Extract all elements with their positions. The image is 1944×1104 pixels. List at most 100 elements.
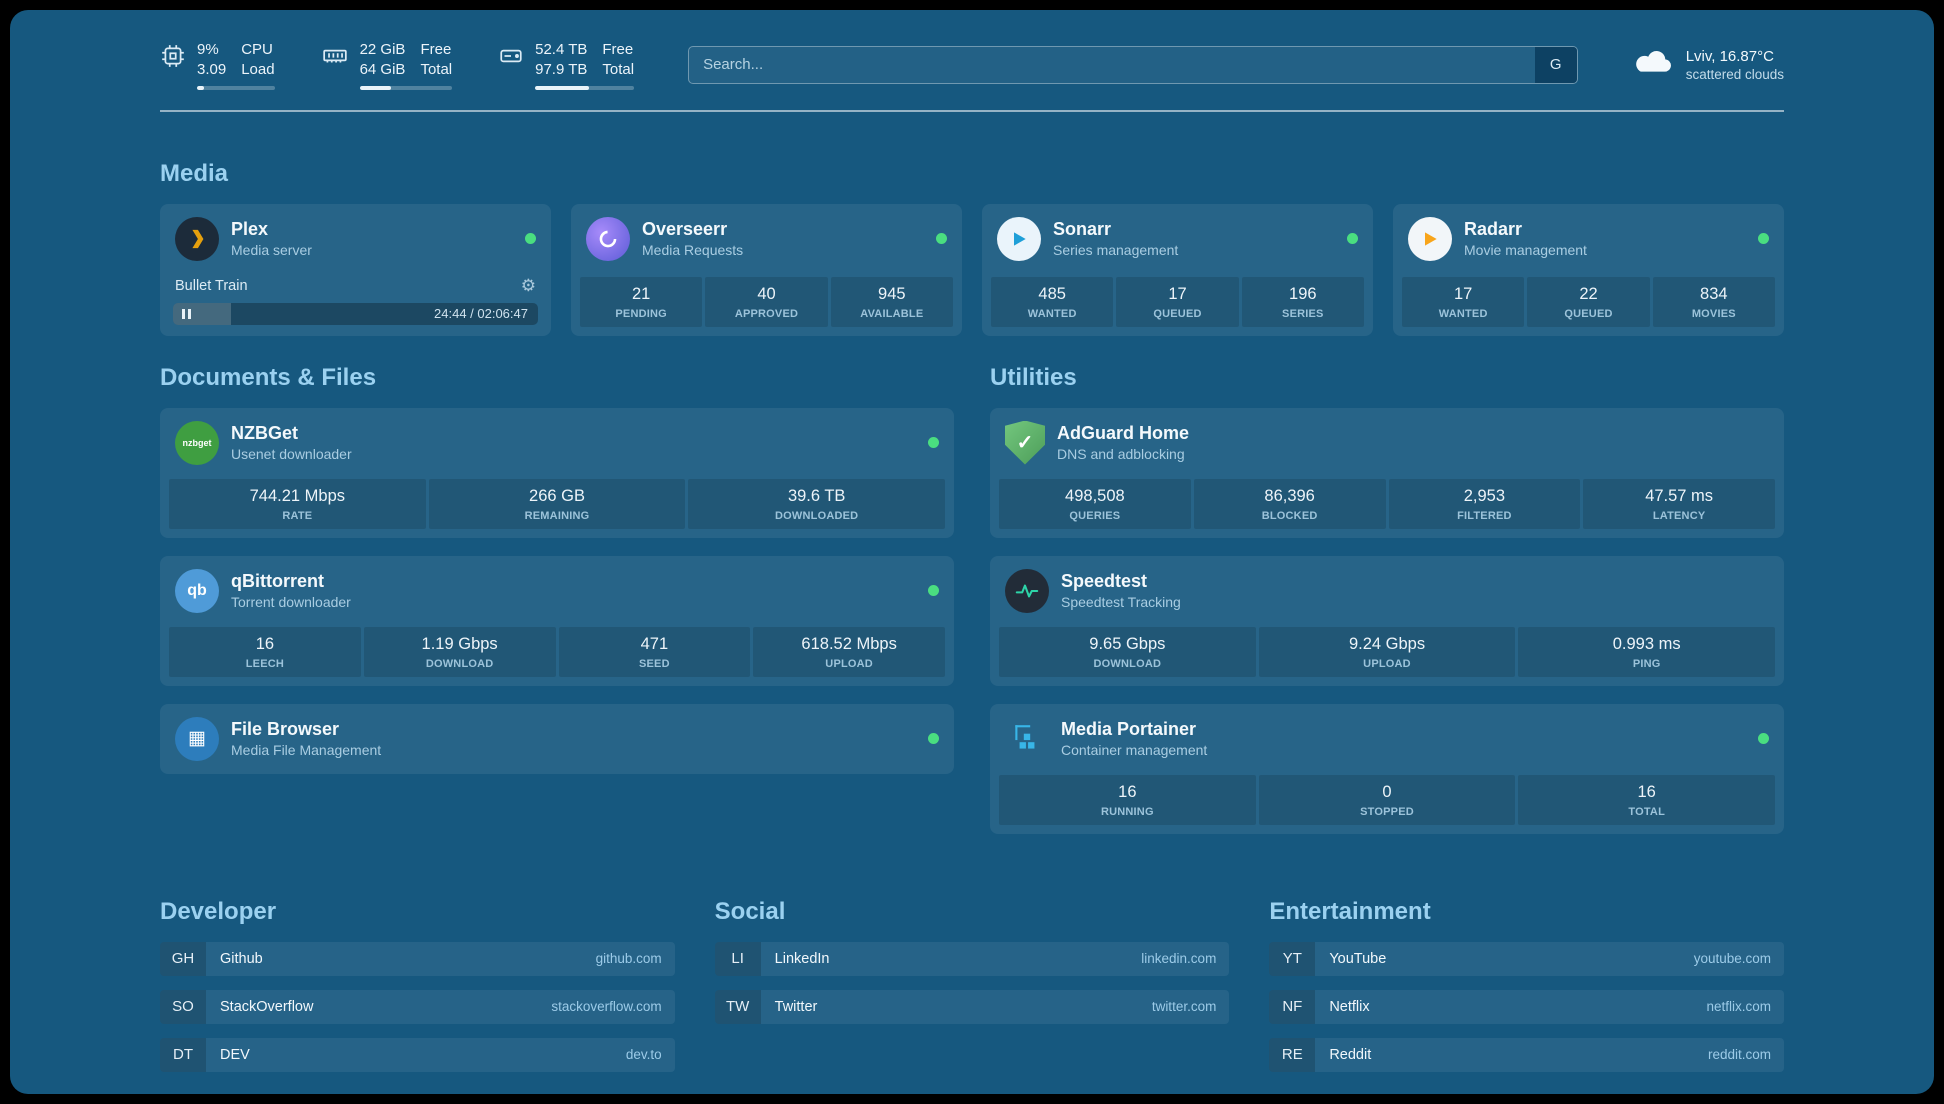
plex-icon (175, 216, 219, 261)
disk-free-value: 52.4 TB (535, 41, 588, 58)
service-name: Media Portainer (1061, 719, 1197, 739)
developer-group-title: Developer (160, 897, 277, 925)
stat-block: 39.6 TB DOWNLOADED (688, 478, 946, 529)
memory-resource-widget: 22 GiB 64 GiB Free Total (321, 40, 453, 90)
bookmark-stackoverflow[interactable]: SO StackOverflow stackoverflow.com (160, 989, 675, 1024)
stat-block: 0.993 ms PING (1518, 626, 1776, 677)
developer-bookmarks-group: Developer GH Github github.com SO StackO… (160, 898, 675, 1086)
service-card-adguard[interactable]: ✓ AdGuard Home DNS and adblocking 498,50… (990, 407, 1784, 538)
media-section: Media Plex Media server Bullet Train (160, 160, 1784, 336)
bookmark-reddit[interactable]: RE Reddit reddit.com (1269, 1037, 1784, 1072)
status-dot (1347, 233, 1358, 244)
service-card-filebrowser[interactable]: ▦ File Browser Media File Management (160, 703, 954, 774)
status-dot (936, 233, 947, 244)
disk-icon (498, 43, 524, 74)
stat-block: 40 APPROVED (705, 276, 828, 327)
disk-total-value: 97.9 TB (535, 61, 588, 79)
settings-gear-icon[interactable]: ⚙ (520, 275, 536, 295)
cpu-usage-label: CPU (241, 41, 273, 58)
stat-block: 2,953 FILTERED (1388, 478, 1581, 529)
search-input[interactable] (688, 45, 1578, 84)
social-group-title: Social (714, 897, 786, 925)
documents-section: Documents & Files nzbget NZBGet Usenet d… (160, 364, 954, 792)
social-bookmarks-group: Social LI LinkedIn linkedin.com TW Twitt… (714, 897, 1230, 1086)
portainer-icon (1005, 717, 1049, 761)
service-name: Speedtest (1061, 571, 1148, 591)
disk-free-label: Free (602, 41, 634, 58)
service-card-nzbget[interactable]: nzbget NZBGet Usenet downloader 744.21 M… (160, 407, 954, 538)
bookmark-name: Reddit (1329, 1046, 1372, 1063)
bookmark-youtube[interactable]: YT YouTube youtube.com (1269, 941, 1784, 976)
media-section-title: Media (160, 159, 229, 187)
entertainment-group-title: Entertainment (1269, 897, 1431, 925)
bookmark-name: Twitter (774, 998, 818, 1015)
service-card-speedtest[interactable]: Speedtest Speedtest Tracking 9.65 Gbps D… (990, 555, 1784, 686)
service-card-plex[interactable]: Plex Media server Bullet Train ⚙ 24:44 /… (160, 203, 551, 336)
service-card-qbittorrent[interactable]: qb qBittorrent Torrent downloader 16 LEE… (160, 555, 954, 686)
topbar-divider (160, 109, 1784, 112)
service-card-overseerr[interactable]: Overseerr Media Requests 21 PENDING 40 A… (571, 203, 962, 336)
service-name: Sonarr (1053, 219, 1112, 239)
nzbget-icon: nzbget (175, 420, 219, 465)
cpu-icon (160, 43, 186, 74)
status-dot (928, 437, 939, 448)
service-subtitle: Usenet downloader (231, 446, 352, 462)
bookmark-domain: linkedin.com (1141, 951, 1217, 966)
stat-block: 9.24 Gbps UPLOAD (1258, 626, 1516, 677)
service-subtitle: Media File Management (231, 742, 382, 758)
bookmark-dev[interactable]: DT DEV dev.to (160, 1037, 675, 1072)
playback-progress-bar[interactable]: 24:44 / 02:06:47 (173, 302, 538, 325)
cpu-resource-widget: 9% 3.09 CPU Load (160, 40, 275, 90)
memory-progress-fill (359, 85, 392, 90)
disk-progress-track (535, 85, 635, 90)
pause-icon[interactable] (182, 308, 191, 319)
memory-total-label: Total (420, 61, 453, 79)
speedtest-icon (1005, 568, 1049, 613)
bookmark-abbr: GH (160, 941, 206, 976)
stat-block: 22 QUEUED (1527, 276, 1650, 327)
disk-total-label: Total (602, 61, 635, 79)
stat-block: 1.19 Gbps DOWNLOAD (363, 626, 556, 677)
overseerr-icon (586, 216, 630, 261)
memory-free-label: Free (420, 41, 452, 58)
stat-block: 16 LEECH (169, 626, 361, 677)
bookmark-twitter[interactable]: TW Twitter twitter.com (714, 989, 1230, 1024)
status-dot (1758, 233, 1769, 244)
search-provider-button[interactable]: G (1534, 46, 1577, 83)
now-playing-widget: Bullet Train ⚙ 24:44 / 02:06:47 (169, 276, 542, 327)
bookmark-abbr: SO (160, 989, 206, 1024)
now-playing-title: Bullet Train (175, 277, 248, 294)
bookmark-abbr: TW (714, 989, 761, 1024)
service-subtitle: DNS and adblocking (1057, 446, 1185, 462)
bookmark-netflix[interactable]: NF Netflix netflix.com (1269, 989, 1784, 1024)
cpu-load-value: 3.09 (197, 61, 227, 79)
service-subtitle: Media server (231, 242, 312, 258)
cpu-load-label: Load (241, 61, 275, 79)
dashboard-page: 9% 3.09 CPU Load (10, 10, 1934, 1094)
bookmark-abbr: RE (1269, 1037, 1316, 1072)
bookmark-abbr: LI (714, 941, 761, 976)
status-dot (928, 733, 939, 744)
utilities-section: Utilities ✓ AdGuard Home DNS and adblock… (990, 364, 1784, 852)
bookmark-linkedin[interactable]: LI LinkedIn linkedin.com (714, 941, 1230, 976)
service-card-portainer[interactable]: Media Portainer Container management 16 … (990, 703, 1784, 834)
memory-free-value: 22 GiB (359, 41, 406, 58)
bookmark-name: LinkedIn (774, 950, 830, 967)
service-card-radarr[interactable]: Radarr Movie management 17 WANTED 22 QUE… (1393, 203, 1784, 336)
bookmark-name: DEV (220, 1046, 250, 1063)
adguard-shield-icon: ✓ (1005, 420, 1045, 465)
bookmark-github[interactable]: GH Github github.com (160, 941, 675, 976)
memory-total-value: 64 GiB (359, 61, 406, 79)
stat-block: 86,396 BLOCKED (1193, 478, 1386, 529)
top-bar: 9% 3.09 CPU Load (160, 40, 1784, 90)
bookmark-domain: dev.to (625, 1047, 662, 1062)
service-card-sonarr[interactable]: Sonarr Series management 485 WANTED 17 Q… (982, 203, 1373, 336)
playback-time: 24:44 / 02:06:47 (434, 306, 528, 321)
stat-block: 266 GB REMAINING (428, 478, 686, 529)
stat-block: 16 TOTAL (1518, 774, 1776, 825)
service-name: NZBGet (231, 423, 298, 443)
service-name: Plex (231, 219, 269, 239)
bookmark-abbr: DT (160, 1037, 206, 1072)
service-subtitle: Speedtest Tracking (1061, 594, 1181, 610)
status-dot (1758, 733, 1769, 744)
